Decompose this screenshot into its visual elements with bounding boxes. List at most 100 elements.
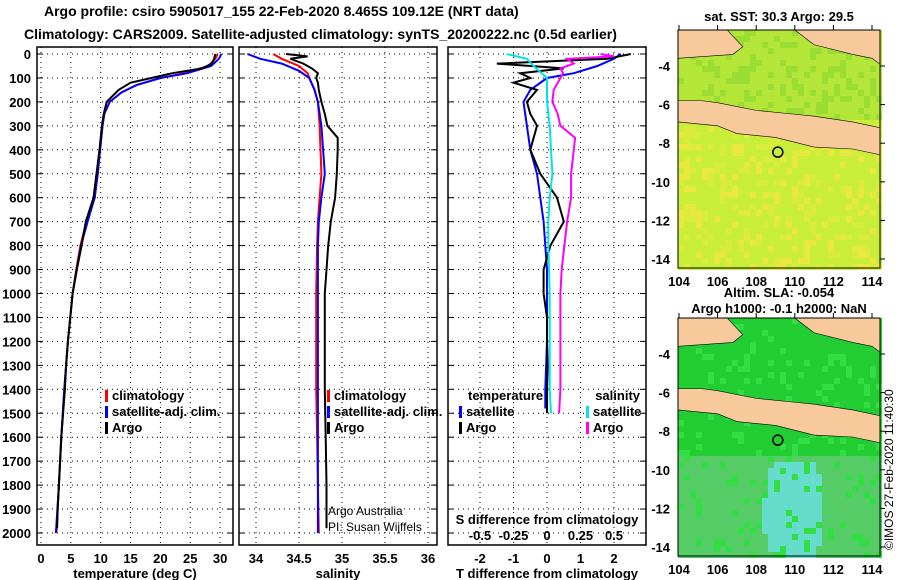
map-cell <box>852 72 858 78</box>
map-lat-label: -14 <box>651 540 671 555</box>
map-cell <box>684 546 690 552</box>
map-cell <box>696 546 702 552</box>
map-cell <box>756 36 762 42</box>
map-cell <box>696 366 702 372</box>
map-cell <box>816 462 822 468</box>
map-cell <box>750 48 756 54</box>
map-cell <box>732 390 738 396</box>
map-cell <box>804 264 810 270</box>
map-cell <box>822 348 828 354</box>
map-cell <box>774 342 780 348</box>
x-tick-label: 15 <box>123 551 137 566</box>
s-tick-label: -0.25 <box>499 528 529 543</box>
map-cell <box>714 258 720 264</box>
map-cell <box>816 54 822 60</box>
map-cell <box>732 480 738 486</box>
map-cell <box>804 552 810 558</box>
map-cell <box>822 510 828 516</box>
map-cell <box>774 198 780 204</box>
map-cell <box>792 162 798 168</box>
map-lon-label: 104 <box>668 562 690 577</box>
map-cell <box>684 510 690 516</box>
map-cell <box>726 54 732 60</box>
map-cell <box>684 126 690 132</box>
map-cell <box>780 204 786 210</box>
map-cell <box>690 246 696 252</box>
map-cell <box>750 216 756 222</box>
map-cell <box>774 174 780 180</box>
map-cell <box>696 192 702 198</box>
map-cell <box>846 240 852 246</box>
map-cell <box>810 390 816 396</box>
map-cell <box>804 450 810 456</box>
map-cell <box>714 162 720 168</box>
map-cell <box>804 168 810 174</box>
map-cell <box>834 180 840 186</box>
map-cell <box>840 60 846 66</box>
map-cell <box>804 162 810 168</box>
map-cell <box>828 402 834 408</box>
map-cell <box>864 450 870 456</box>
map-cell <box>732 360 738 366</box>
map-cell <box>726 210 732 216</box>
map-cell <box>702 342 708 348</box>
map-cell <box>840 360 846 366</box>
map-cell <box>840 216 846 222</box>
map-cell <box>834 216 840 222</box>
map-cell <box>708 552 714 558</box>
map-cell <box>870 156 876 162</box>
map-cell <box>702 174 708 180</box>
map-cell <box>828 378 834 384</box>
map-cell <box>822 390 828 396</box>
map-cell <box>702 264 708 270</box>
map-cell <box>876 174 882 180</box>
map-cell <box>756 204 762 210</box>
map-cell <box>870 96 876 102</box>
map-cell <box>774 240 780 246</box>
map-cell <box>762 330 768 336</box>
map-cell <box>810 480 816 486</box>
map-cell <box>834 390 840 396</box>
map-cell <box>678 414 684 420</box>
map-cell <box>744 546 750 552</box>
map-cell <box>696 90 702 96</box>
map-cell <box>714 522 720 528</box>
map-cell <box>792 534 798 540</box>
map-cell <box>726 192 732 198</box>
map-cell <box>822 540 828 546</box>
map-cell <box>858 228 864 234</box>
map-cell <box>720 78 726 84</box>
map-cell <box>828 162 834 168</box>
map-cell <box>756 222 762 228</box>
map-cell <box>858 156 864 162</box>
map-cell <box>786 462 792 468</box>
map-cell <box>750 36 756 42</box>
map-lat-label: -10 <box>651 463 670 478</box>
argo-position-marker <box>772 146 784 158</box>
map-cell <box>732 456 738 462</box>
x-axis-label: temperature (deg C) <box>73 566 197 580</box>
map-cell <box>810 150 816 156</box>
map-cell <box>792 228 798 234</box>
map-cell <box>768 198 774 204</box>
map-cell <box>696 420 702 426</box>
map-cell <box>822 486 828 492</box>
map-cell <box>870 90 876 96</box>
map-cell <box>726 198 732 204</box>
map-cell <box>762 492 768 498</box>
map-cell <box>756 192 762 198</box>
map-cell <box>876 444 882 450</box>
map-cell <box>720 468 726 474</box>
map-cell <box>768 336 774 342</box>
map-cell <box>756 72 762 78</box>
map-cell <box>834 240 840 246</box>
map-cell <box>840 162 846 168</box>
map-cell <box>696 486 702 492</box>
map-cell <box>804 474 810 480</box>
map-cell <box>774 552 780 558</box>
map-cell <box>816 264 822 270</box>
map-cell <box>720 420 726 426</box>
argo-position-marker <box>772 434 784 446</box>
map-cell <box>690 180 696 186</box>
map-cell <box>678 192 684 198</box>
